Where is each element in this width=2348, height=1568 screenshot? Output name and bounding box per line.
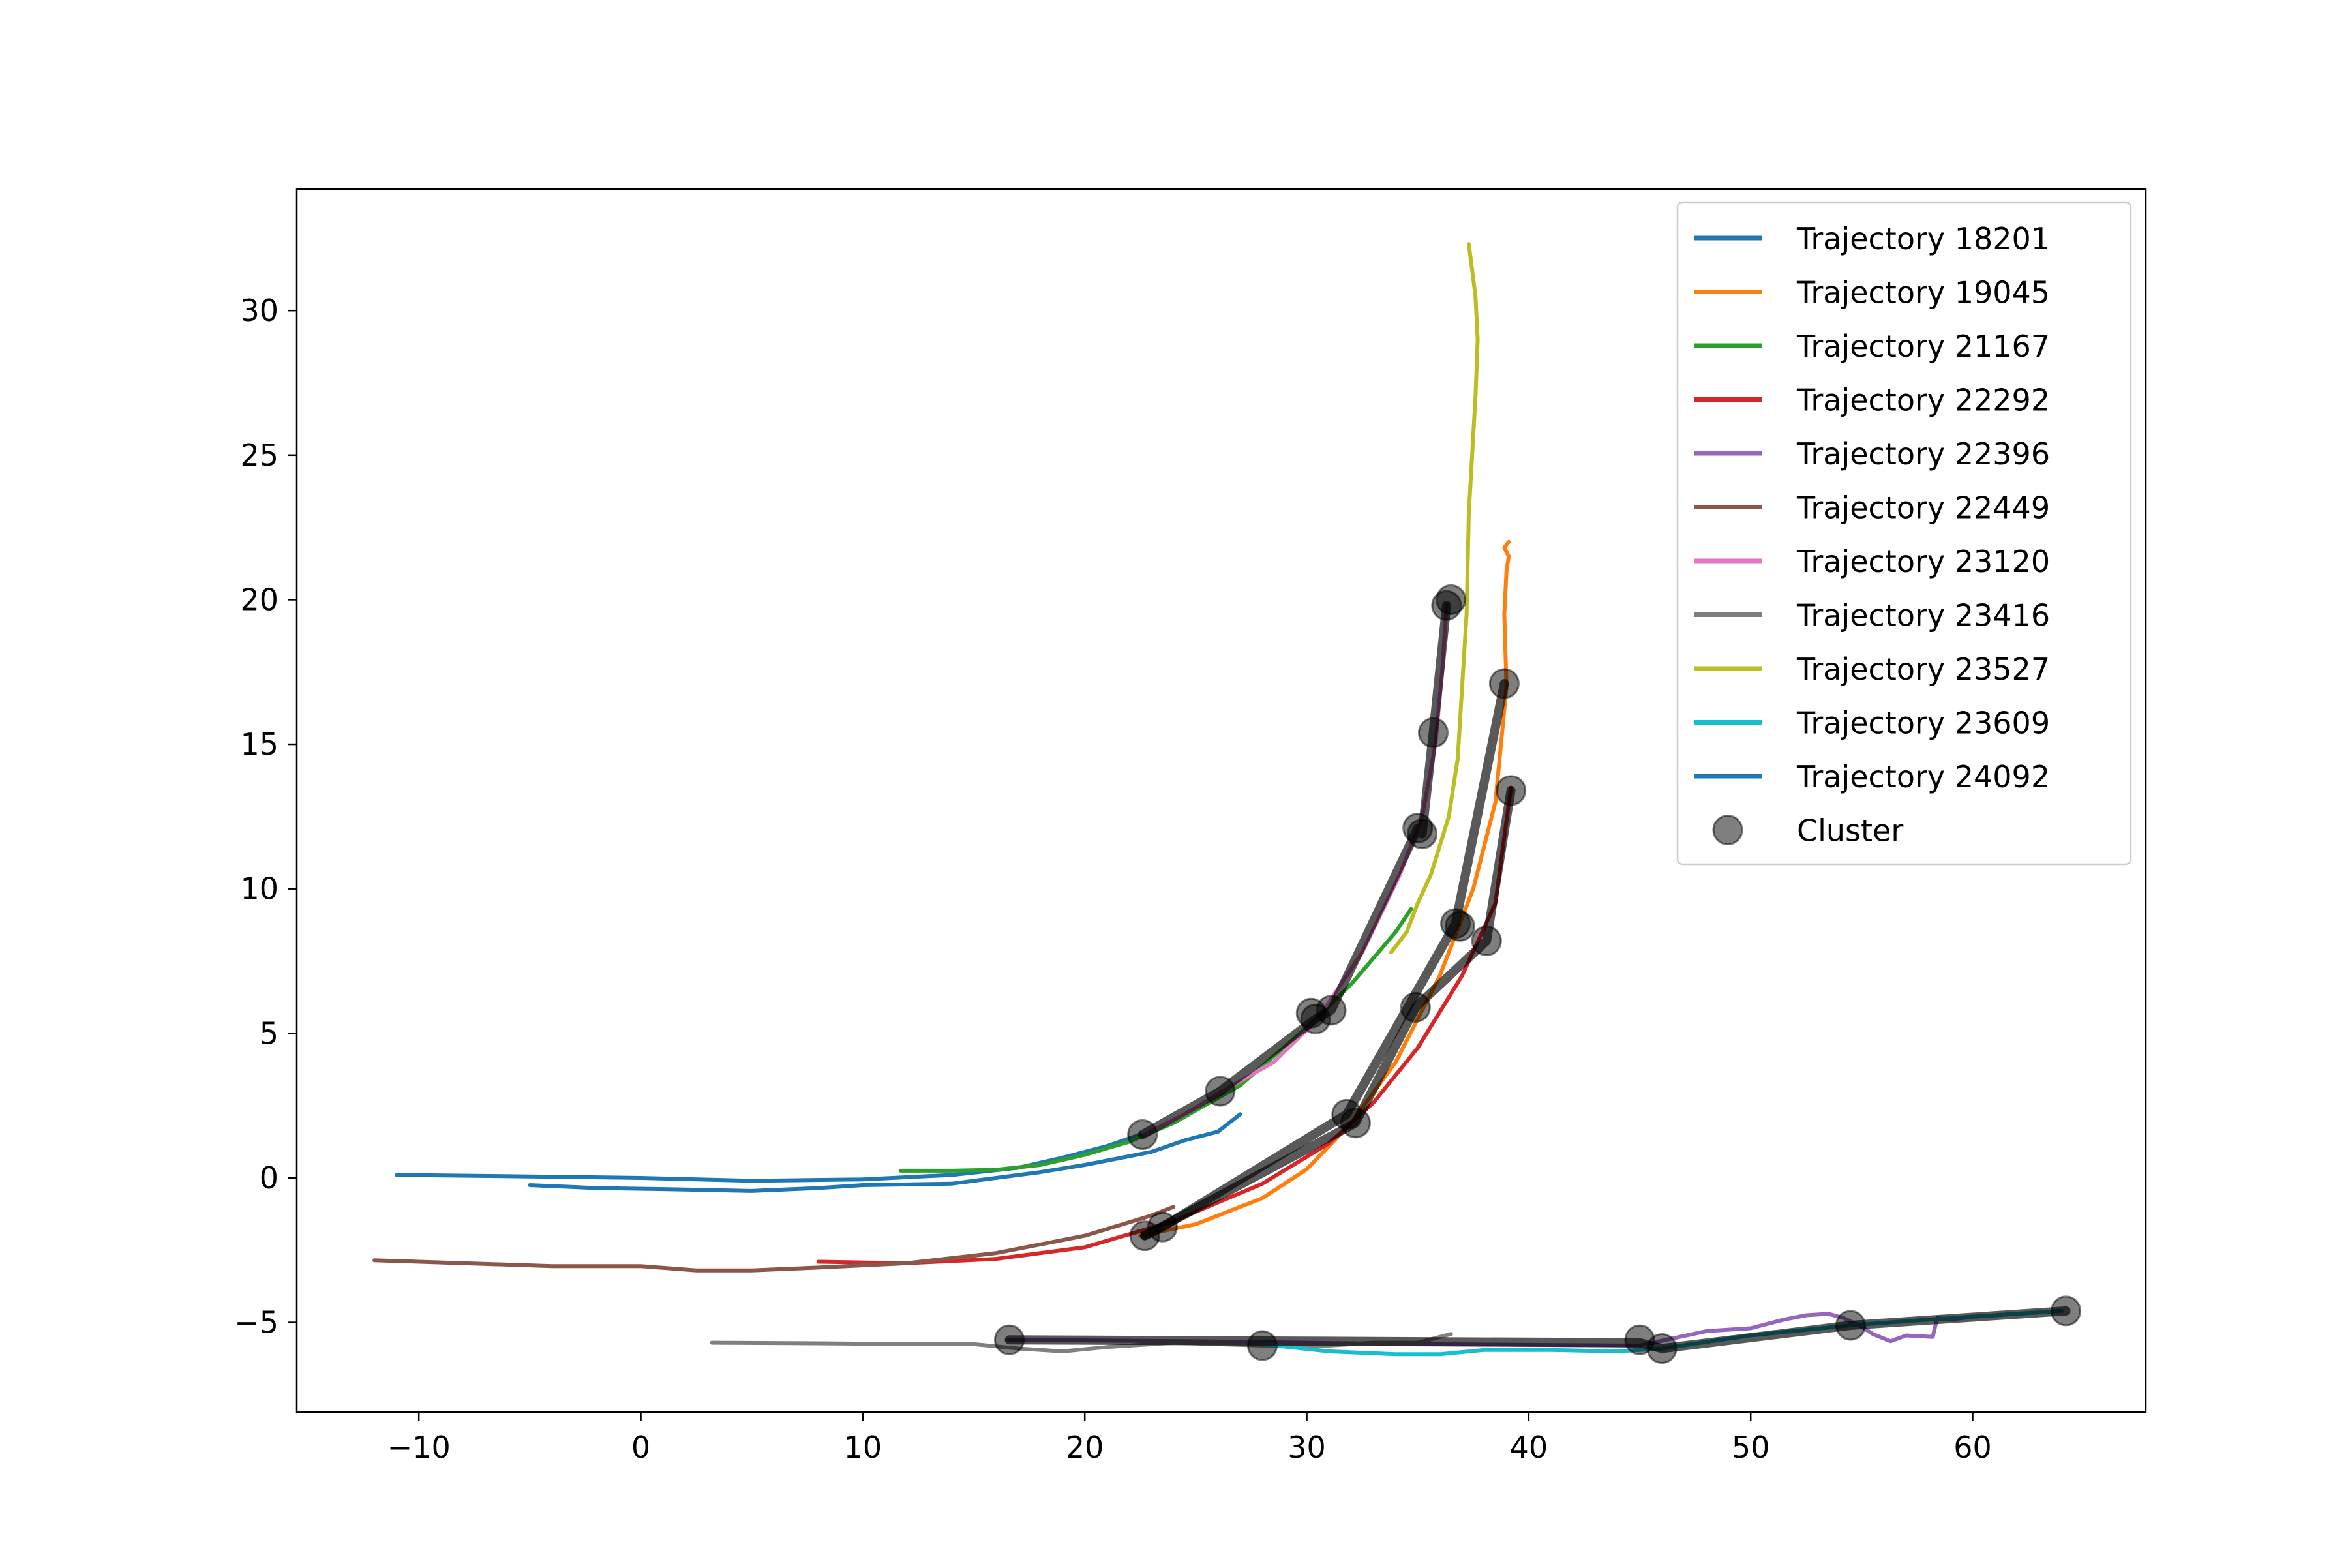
y-tick-label: −5 [234,1305,278,1340]
x-tick-label: −10 [387,1430,451,1465]
legend-label: Trajectory 22396 [1796,436,2050,472]
cluster-point [1488,668,1520,699]
legend-box [1676,201,2132,866]
cluster-point [1418,717,1449,748]
legend-swatch [1712,815,1743,845]
cluster-point [1407,819,1437,849]
y-tick-label: 25 [240,438,278,473]
cluster-point [1400,991,1431,1023]
x-tick-label: 50 [1732,1430,1770,1465]
cluster-point [1471,926,1502,956]
series-line-trajectory-18201 [395,1132,1143,1183]
axes-frame [295,188,2147,1413]
legend-entry: Trajectory 19045 [1694,275,2050,310]
cluster-point [994,1324,1025,1355]
legend-label: Trajectory 23609 [1796,706,2050,741]
legend-entry: Trajectory 22396 [1694,436,2050,472]
y-tick-label: 15 [240,727,278,762]
legend-entry: Trajectory 22449 [1694,490,2050,526]
legend-label: Trajectory 22292 [1796,383,2050,418]
x-tick-label: 60 [1953,1430,1992,1465]
y-tick-label: 10 [240,871,278,907]
cluster-point [1444,911,1475,942]
cluster-point [1436,584,1467,615]
x-tick-label: 30 [1287,1430,1326,1465]
cluster-path [1004,1306,2071,1353]
cluster-path [1137,601,1451,1139]
cluster-point [1316,995,1347,1026]
cluster-layer [994,584,2081,1364]
cluster-point [1147,1211,1178,1243]
y-tick-label: 30 [240,293,278,328]
legend-label: Trajectory 22449 [1796,490,2050,526]
legend-entry: Trajectory 23416 [1694,598,2050,633]
series-line-trajectory-19045 [1138,539,1511,1238]
legend-label: Trajectory 19045 [1796,275,2050,310]
legend-entry: Trajectory 21167 [1694,329,2050,364]
legend-entry: Trajectory 23120 [1694,544,2050,579]
y-tick-label: 5 [260,1016,278,1051]
x-tick-label: 40 [1510,1430,1548,1465]
legend-entry: Cluster [1712,813,1903,849]
legend-entry: Trajectory 24092 [1694,759,2050,794]
cluster-point [1205,1076,1236,1107]
legend-label: Trajectory 23416 [1796,598,2050,633]
x-tick-label: 10 [844,1430,882,1465]
legend-label: Trajectory 21167 [1796,329,2050,364]
cluster-point [1247,1330,1278,1361]
legend: Trajectory 18201 Trajectory 19045 Trajecto… [1676,201,2132,866]
cluster-point [1646,1333,1678,1364]
legend-entry: Trajectory 18201 [1694,221,2050,256]
legend-label: Trajectory 23120 [1796,544,2050,579]
x-tick-label: 20 [1066,1430,1104,1465]
cluster-point [2051,1295,2081,1327]
x-tick-label: 0 [631,1430,650,1465]
series-line-trajectory-22449 [372,1205,1176,1273]
legend-label: Cluster [1797,813,1903,849]
cluster-point [1835,1310,1866,1341]
cluster-point [1496,775,1527,806]
y-tick-label: 0 [260,1160,278,1196]
legend-entry: Trajectory 22292 [1694,383,2050,418]
cluster-point [1127,1119,1158,1150]
legend-entry: Trajectory 23527 [1694,652,2050,687]
y-tick-label: 20 [240,582,278,617]
legend-label: Trajectory 24092 [1796,759,2050,794]
y-axis: −5 0 5 10 15 20 25 30 [234,293,297,1340]
legend-label: Trajectory 23527 [1796,652,2050,687]
series-line-trajectory-24092 [528,1112,1242,1193]
legend-entry: Trajectory 23609 [1694,706,2050,741]
legend-label: Trajectory 18201 [1796,221,2050,256]
series-line-trajectory-23527 [1389,242,1480,955]
x-axis: −10 0 10 20 30 40 50 60 [387,1412,1992,1465]
cluster-point [1340,1108,1371,1139]
